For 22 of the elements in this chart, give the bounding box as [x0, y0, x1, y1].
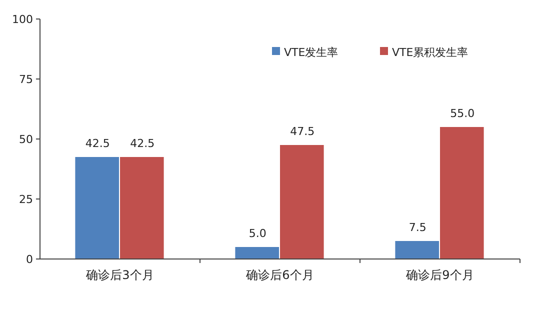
bar — [120, 157, 164, 259]
y-tick-label: 75 — [19, 73, 33, 86]
data-label: 7.5 — [408, 221, 426, 234]
legend-label: VTE累积发生率 — [392, 46, 468, 59]
bar — [395, 241, 439, 259]
bar — [75, 157, 119, 259]
x-tick-label: 确诊后6个月 — [245, 268, 314, 282]
legend-label: VTE发生率 — [284, 46, 338, 59]
x-tick-label: 确诊后9个月 — [405, 268, 474, 282]
data-label: 42.5 — [85, 137, 110, 150]
data-label: 5.0 — [248, 227, 266, 240]
y-tick-label: 25 — [19, 193, 33, 206]
data-label: 47.5 — [290, 125, 315, 138]
bar — [280, 145, 324, 259]
bar — [235, 247, 279, 259]
y-tick-label: 100 — [12, 13, 33, 26]
data-label: 55.0 — [450, 107, 475, 120]
data-label: 42.5 — [130, 137, 155, 150]
x-tick-label: 确诊后3个月 — [85, 268, 154, 282]
bar — [440, 127, 484, 259]
y-tick-label: 0 — [26, 253, 33, 266]
y-tick-label: 50 — [19, 133, 33, 146]
